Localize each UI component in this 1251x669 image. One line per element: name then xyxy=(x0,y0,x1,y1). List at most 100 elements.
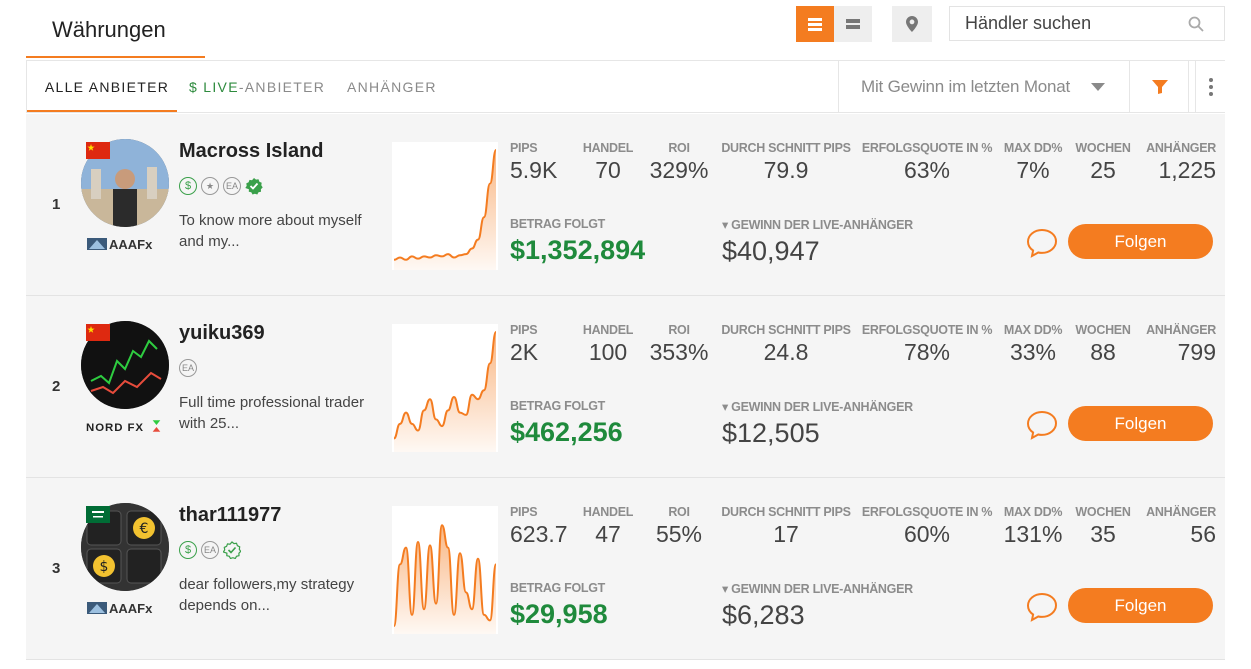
stat-trades-label: HANDEL xyxy=(582,505,634,519)
stat-success-rate: ERFOLGSQUOTE IN % 63% xyxy=(860,141,994,184)
verified-badge-icon xyxy=(222,541,242,564)
stat-success-rate-label: ERFOLGSQUOTE IN % xyxy=(861,505,993,519)
svg-text:AAAFx: AAAFx xyxy=(109,237,153,252)
stat-roi-label: ROI xyxy=(668,141,690,155)
compact-view-button[interactable] xyxy=(834,6,872,42)
stat-weeks: WOCHEN 25 xyxy=(1070,141,1136,184)
stat-avg-pips-value: 17 xyxy=(773,521,799,547)
svg-text:AAAFx: AAAFx xyxy=(109,601,153,616)
stat-weeks: WOCHEN 35 xyxy=(1070,505,1136,548)
stat-pips-label: PIPS xyxy=(510,141,538,155)
rank-number: 2 xyxy=(52,378,61,395)
stat-followers: ANHÄNGER 56 xyxy=(1140,505,1216,548)
more-options-button[interactable] xyxy=(1195,61,1226,112)
stat-trades-label: HANDEL xyxy=(582,323,634,337)
stat-avg-pips: DURCH SCHNITT PIPS 24.8 xyxy=(720,323,852,366)
stat-pips-value: 2K xyxy=(510,339,539,365)
search-icon[interactable] xyxy=(1188,16,1204,32)
sort-dropdown[interactable]: Mit Gewinn im letzten Monat xyxy=(838,61,1130,112)
page-title-tab: Währungen xyxy=(26,0,205,58)
provider-description: Full time professional trader with 25... xyxy=(179,394,365,432)
kebab-menu-icon xyxy=(1209,77,1213,96)
provider-badges: $ ★ EA xyxy=(179,177,263,200)
stat-success-rate-value: 78% xyxy=(903,339,951,365)
provider-name[interactable]: Macross Island xyxy=(179,140,324,162)
tab-live-suffix: -ANBIETER xyxy=(238,79,326,95)
stat-followers: ANHÄNGER 799 xyxy=(1140,323,1216,366)
dollar-badge-icon: $ xyxy=(179,177,197,200)
stat-avg-pips-label: DURCH SCHNITT PIPS xyxy=(721,141,851,155)
tab-live-providers[interactable]: $ LIVE-ANBIETER xyxy=(189,61,325,112)
stat-followers-label: ANHÄNGER xyxy=(1146,323,1216,337)
stat-max-dd-value: 33% xyxy=(1009,339,1057,365)
rank-number: 3 xyxy=(52,560,61,577)
chat-bubble-icon[interactable] xyxy=(1026,410,1058,440)
provider-tab-bar: ALLE ANBIETER $ LIVE-ANBIETER ANHÄNGER M… xyxy=(26,60,1225,113)
live-followers-profit-value: $6,283 xyxy=(722,600,805,630)
amount-following: BETRAG FOLGT $462,256 xyxy=(510,399,623,448)
stat-pips: PIPS 623.7 xyxy=(510,505,568,548)
stat-roi: ROI 353% xyxy=(646,323,712,366)
stat-trades-value: 70 xyxy=(595,157,621,183)
svg-text:$: $ xyxy=(100,559,109,575)
list-view-button[interactable] xyxy=(796,6,834,42)
provider-name[interactable]: thar111977 xyxy=(179,504,282,526)
stat-max-dd: MAX DD% 33% xyxy=(1000,323,1066,366)
tab-followers[interactable]: ANHÄNGER xyxy=(347,79,437,95)
stat-trades-value: 47 xyxy=(595,521,621,547)
stat-weeks: WOCHEN 88 xyxy=(1070,323,1136,366)
sparkline-area xyxy=(394,332,496,452)
star-badge-icon: ★ xyxy=(201,177,219,200)
stat-followers-value: 1,225 xyxy=(1158,157,1216,183)
sparkline-area xyxy=(394,150,496,270)
amount-following: BETRAG FOLGT $1,352,894 xyxy=(510,217,645,266)
stat-max-dd: MAX DD% 7% xyxy=(1000,141,1066,184)
search-input[interactable] xyxy=(950,7,1190,40)
filter-button[interactable] xyxy=(1131,61,1189,112)
map-view-button[interactable] xyxy=(892,6,932,42)
stat-max-dd-value: 7% xyxy=(1016,157,1050,183)
country-flag-icon xyxy=(86,506,110,523)
live-followers-profit[interactable]: ▾ GEWINN DER LIVE-ANHÄNGER $40,947 xyxy=(722,217,913,267)
stat-roi: ROI 329% xyxy=(646,141,712,184)
live-followers-profit-label: ▾ GEWINN DER LIVE-ANHÄNGER xyxy=(722,218,913,232)
live-followers-profit[interactable]: ▾ GEWINN DER LIVE-ANHÄNGER $12,505 xyxy=(722,399,913,449)
stat-pips: PIPS 5.9K xyxy=(510,141,557,184)
amount-following-label: BETRAG FOLGT xyxy=(510,581,606,595)
provider-badges: EA xyxy=(179,359,197,377)
provider-name[interactable]: yuiku369 xyxy=(179,322,265,344)
follow-button[interactable]: Folgen xyxy=(1068,588,1213,623)
stat-pips: PIPS 2K xyxy=(510,323,538,366)
follow-button[interactable]: Folgen xyxy=(1068,406,1213,441)
dollar-badge-icon: $ xyxy=(179,541,197,564)
stat-success-rate-value: 60% xyxy=(903,521,951,547)
stat-roi-value: 55% xyxy=(655,521,703,547)
stat-followers-label: ANHÄNGER xyxy=(1146,505,1216,519)
stat-weeks-value: 25 xyxy=(1090,157,1116,183)
stat-max-dd-label: MAX DD% xyxy=(1003,323,1063,337)
avatar[interactable] xyxy=(81,139,169,227)
stat-weeks-label: WOCHEN xyxy=(1075,505,1131,519)
stat-pips-label: PIPS xyxy=(510,505,538,519)
avatar[interactable]: € $ xyxy=(81,503,169,591)
follow-button[interactable]: Folgen xyxy=(1068,224,1213,259)
sparkline-line xyxy=(393,149,497,261)
chat-bubble-icon[interactable] xyxy=(1026,228,1058,258)
provider-row: 1 AAAFx Macross Island $ ★ EA To know more… xyxy=(26,114,1225,296)
provider-badges: $ EA xyxy=(179,541,242,564)
tab-all-providers[interactable]: ALLE ANBIETER xyxy=(27,61,177,112)
amount-following: BETRAG FOLGT $29,958 xyxy=(510,581,608,630)
live-followers-profit-label: ▾ GEWINN DER LIVE-ANHÄNGER xyxy=(722,400,913,414)
stat-max-dd-value: 131% xyxy=(1003,521,1063,547)
svg-text:NORD FX: NORD FX xyxy=(86,422,144,434)
amount-following-value: $29,958 xyxy=(510,599,608,629)
svg-text:€: € xyxy=(140,521,149,537)
verified-badge-icon xyxy=(245,177,263,200)
stat-trades-value: 100 xyxy=(588,339,628,365)
live-followers-profit[interactable]: ▾ GEWINN DER LIVE-ANHÄNGER $6,283 xyxy=(722,581,913,631)
provider-list: 1 AAAFx Macross Island $ ★ EA To know more… xyxy=(26,114,1225,660)
stat-weeks-label: WOCHEN xyxy=(1075,323,1131,337)
stat-weeks-value: 88 xyxy=(1090,339,1116,365)
chat-bubble-icon[interactable] xyxy=(1026,592,1058,622)
